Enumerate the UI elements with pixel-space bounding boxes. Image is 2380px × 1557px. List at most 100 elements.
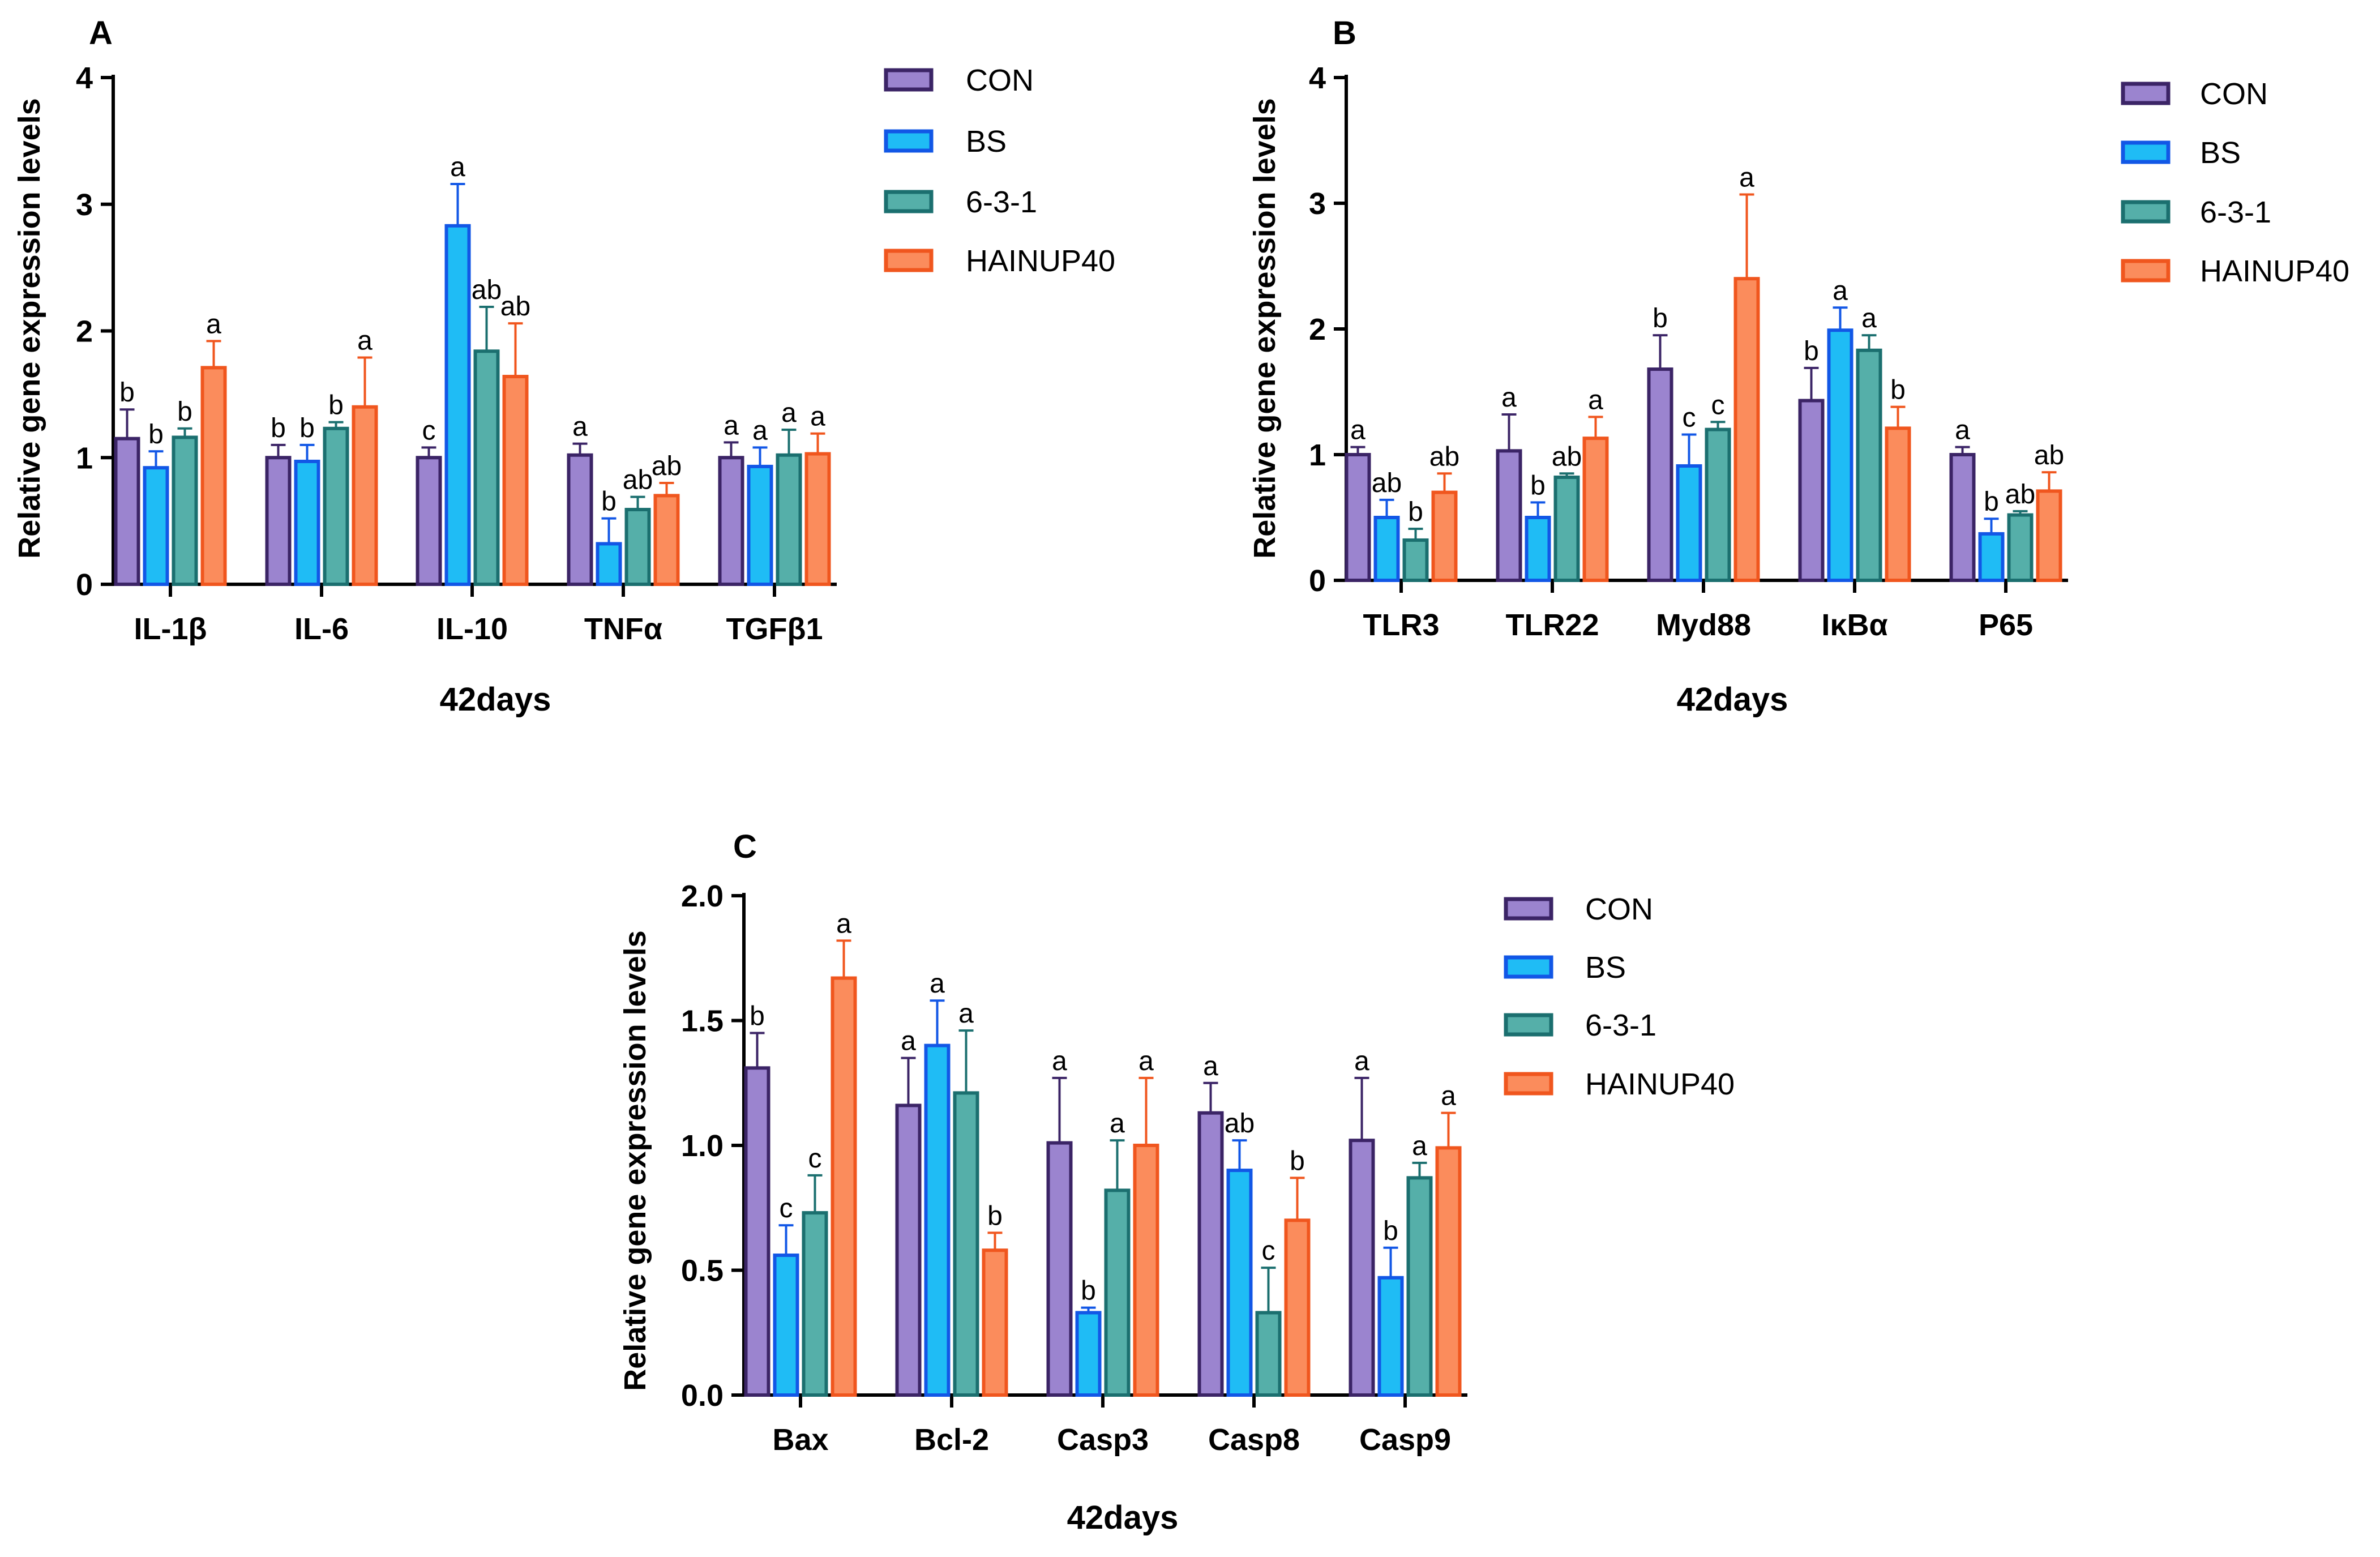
bar-b-bs bbox=[1676, 464, 1702, 582]
bar-c-con bbox=[1349, 1139, 1375, 1397]
bar-c-bs bbox=[1377, 1276, 1404, 1397]
significance-label-c: a bbox=[1110, 1109, 1125, 1139]
significance-label-a: b bbox=[601, 487, 617, 517]
legend-swatch-hainup40-a bbox=[884, 249, 934, 272]
y-axis-label-b: Relative gene expression levels bbox=[1248, 98, 1282, 558]
legend-b: CON BS 6-3-1 HAINUP40 bbox=[2121, 77, 2349, 288]
bar-b-631 bbox=[1705, 427, 1731, 582]
bar-b-con bbox=[1496, 449, 1522, 583]
x-tick-label-b: TLR3 bbox=[1363, 608, 1440, 642]
bar-c-631 bbox=[802, 1211, 828, 1397]
significance-label-b: a bbox=[1955, 416, 1970, 446]
x-tick-label-a: IL-1β bbox=[134, 612, 207, 646]
significance-label-a: ab bbox=[500, 292, 530, 322]
significance-label-a: b bbox=[148, 420, 164, 450]
significance-label-b: b bbox=[1890, 375, 1906, 405]
significance-label-a: b bbox=[119, 378, 135, 408]
legend-label-631-b: 6-3-1 bbox=[2200, 195, 2271, 229]
y-tick-label-a: 3 bbox=[76, 188, 93, 222]
y-tick-label-c: 0.0 bbox=[681, 1379, 724, 1413]
bar-a-hainup40 bbox=[502, 375, 529, 586]
legend-swatch-bs-a bbox=[884, 129, 934, 153]
x-tick-label-c: Casp3 bbox=[1057, 1423, 1149, 1457]
bar-a-hainup40 bbox=[200, 366, 227, 586]
bar-b-bs bbox=[1373, 516, 1400, 582]
y-tick-label-b: 2 bbox=[1309, 313, 1326, 347]
bar-a-bs bbox=[143, 466, 169, 587]
x-axis-title-b: 42days bbox=[1677, 681, 1788, 718]
x-axis-title-c: 42days bbox=[1067, 1499, 1179, 1536]
bar-a-con bbox=[114, 437, 140, 586]
bar-a-631 bbox=[323, 426, 349, 586]
legend-swatch-con-c bbox=[1504, 897, 1553, 921]
bar-c-631 bbox=[953, 1091, 979, 1397]
significance-label-c: a bbox=[1052, 1046, 1067, 1076]
significance-label-a: c bbox=[422, 416, 436, 446]
bar-b-631 bbox=[2007, 513, 2034, 582]
bar-a-631 bbox=[776, 453, 802, 587]
bar-c-bs bbox=[924, 1043, 951, 1397]
legend-c: CON BS 6-3-1 HAINUP40 bbox=[1504, 892, 1735, 1101]
bar-a-hainup40 bbox=[804, 452, 831, 586]
bar-a-hainup40 bbox=[653, 494, 680, 586]
legend-swatch-bs-c bbox=[1504, 955, 1553, 979]
x-tick-label-b: TLR22 bbox=[1505, 608, 1599, 642]
significance-label-a: a bbox=[572, 412, 588, 442]
legend-label-bs-c: BS bbox=[1585, 951, 1626, 985]
bar-b-con bbox=[1949, 453, 1976, 582]
x-tick-label-c: Bax bbox=[772, 1423, 828, 1457]
panel-label-a: A bbox=[89, 15, 113, 52]
bar-b-con bbox=[1647, 367, 1673, 582]
y-axis-label-a: Relative gene expression levels bbox=[12, 98, 46, 558]
significance-label-a: a bbox=[357, 326, 373, 356]
bar-c-bs bbox=[773, 1254, 799, 1397]
plot-area-c: 0.0 0.5 1.0 1.5 2.0 Bax Bcl-2 Casp3 Casp8 Casp9 b a… bbox=[681, 879, 1467, 1457]
significance-label-c: b bbox=[750, 1002, 765, 1032]
bar-c-hainup40 bbox=[1435, 1146, 1462, 1397]
bar-c-hainup40 bbox=[1284, 1218, 1311, 1397]
bar-b-con bbox=[1345, 453, 1371, 582]
bar-c-bs bbox=[1075, 1311, 1102, 1397]
significance-label-c: a bbox=[901, 1026, 916, 1056]
significance-label-c: b bbox=[1081, 1276, 1096, 1306]
significance-label-a: ab bbox=[472, 275, 502, 305]
x-tick-label-a: IL-10 bbox=[436, 612, 508, 646]
significance-label-b: b bbox=[1984, 487, 1999, 517]
legend-swatch-con-a bbox=[884, 68, 934, 92]
significance-label-a: a bbox=[810, 402, 825, 432]
y-tick-label-b: 0 bbox=[1309, 564, 1326, 598]
panel-a: A Relative gene expression levels 42days… bbox=[12, 15, 1115, 718]
significance-label-b: ab bbox=[1372, 468, 1402, 498]
significance-label-c: b bbox=[987, 1201, 1003, 1231]
significance-label-a: a bbox=[450, 152, 465, 182]
legend-a: CON BS 6-3-1 HAINUP40 bbox=[884, 63, 1115, 278]
legend-swatch-631-c bbox=[1504, 1013, 1553, 1037]
y-tick-label-c: 2.0 bbox=[681, 879, 724, 913]
legend-label-hainup40-b: HAINUP40 bbox=[2200, 254, 2349, 288]
bar-c-631 bbox=[1255, 1311, 1282, 1397]
significance-label-c: b bbox=[1290, 1146, 1305, 1176]
significance-label-b: b bbox=[1530, 470, 1546, 501]
legend-label-bs-b: BS bbox=[2200, 136, 2241, 170]
significance-label-a: b bbox=[328, 391, 344, 421]
bar-a-con bbox=[567, 453, 593, 587]
y-tick-label-b: 1 bbox=[1309, 438, 1326, 472]
significance-label-b: a bbox=[1861, 303, 1877, 333]
significance-label-b: ab bbox=[2005, 480, 2035, 510]
bar-a-hainup40 bbox=[352, 405, 378, 586]
bar-b-hainup40 bbox=[1582, 437, 1609, 583]
bar-c-con bbox=[744, 1066, 770, 1397]
significance-label-a: a bbox=[752, 416, 768, 446]
significance-label-c: a bbox=[1412, 1131, 1427, 1161]
bar-c-hainup40 bbox=[831, 976, 857, 1397]
bar-a-631 bbox=[172, 435, 198, 586]
bar-b-bs bbox=[1827, 328, 1854, 582]
bar-c-con bbox=[1197, 1111, 1224, 1397]
bar-a-bs bbox=[747, 464, 773, 586]
bar-a-con bbox=[416, 456, 442, 586]
significance-label-a: ab bbox=[652, 451, 682, 481]
y-tick-label-c: 0.5 bbox=[681, 1254, 724, 1288]
significance-label-c: ab bbox=[1225, 1109, 1255, 1139]
legend-label-con-c: CON bbox=[1585, 892, 1653, 926]
